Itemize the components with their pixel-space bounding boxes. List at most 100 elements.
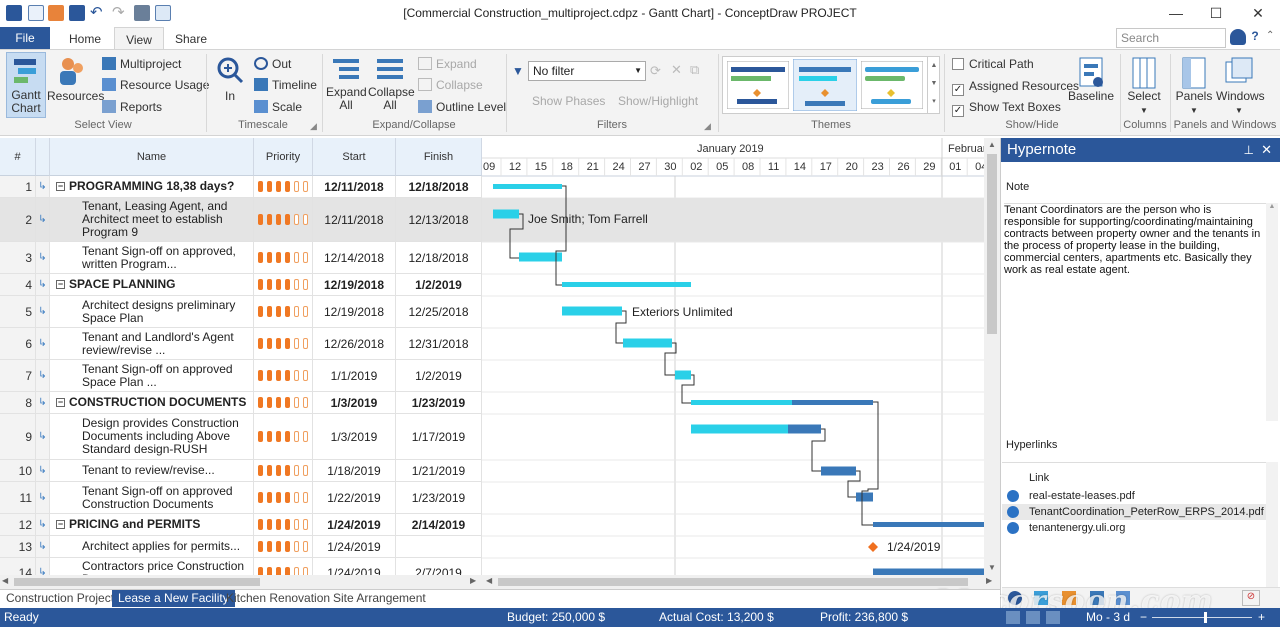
resource-mode-icon[interactable]: [1046, 611, 1060, 624]
theme-1-thumbnail[interactable]: [727, 61, 789, 109]
zoom-in-status-icon[interactable]: +: [1258, 610, 1266, 624]
task-name[interactable]: Tenant to review/revise...: [50, 460, 254, 481]
assigned-resources-checkbox[interactable]: ✓ Assigned Resources: [952, 77, 1079, 96]
task-start[interactable]: 1/18/2019: [313, 460, 396, 481]
clear-filter-icon[interactable]: ✕: [671, 62, 682, 77]
task-indicator-icon[interactable]: ↳: [36, 360, 50, 391]
column-header-num[interactable]: #: [0, 138, 36, 176]
redo-icon[interactable]: ↷: [112, 4, 125, 21]
task-finish[interactable]: 1/17/2019: [396, 414, 482, 459]
filters-launcher-icon[interactable]: ◢: [704, 121, 711, 131]
priority-indicator[interactable]: [254, 514, 313, 535]
show-highlight-button[interactable]: Show/Highlight: [618, 94, 699, 108]
priority-indicator[interactable]: [254, 482, 313, 513]
task-indicator-icon[interactable]: ↳: [36, 558, 50, 575]
priority-indicator[interactable]: [254, 176, 313, 197]
task-row[interactable]: 10 ↳ Tenant to review/revise... 1/18/2019 1/…: [0, 460, 482, 482]
collapse-button[interactable]: Collapse: [418, 76, 483, 94]
task-indicator-icon[interactable]: ↳: [36, 176, 50, 197]
scroll-left-icon[interactable]: ◀: [486, 576, 493, 585]
new-icon[interactable]: [28, 5, 44, 21]
zoom-in-button[interactable]: In: [212, 56, 248, 103]
task-indicator-icon[interactable]: ↳: [36, 392, 50, 413]
priority-indicator[interactable]: [254, 392, 313, 413]
task-finish[interactable]: 1/23/2019: [396, 392, 482, 413]
task-finish[interactable]: 12/18/2018: [396, 242, 482, 273]
outline-level-button[interactable]: Outline Level: [418, 98, 506, 116]
select-columns-button[interactable]: Select ▼: [1124, 56, 1164, 117]
resource-usage-button[interactable]: Resource Usage: [102, 76, 209, 94]
task-finish[interactable]: [396, 536, 482, 557]
task-indicator-icon[interactable]: ↳: [36, 198, 50, 241]
help-icon[interactable]: ?: [1251, 29, 1259, 43]
task-finish[interactable]: 2/14/2019: [396, 514, 482, 535]
themes-scroll[interactable]: ▲ ▼ ▾: [927, 57, 940, 113]
collapse-ribbon-icon[interactable]: ⌃: [1266, 30, 1275, 41]
add-folder-link-icon[interactable]: [1062, 591, 1076, 605]
task-row[interactable]: 5 ↳ Architect designs preliminary Space Pl…: [0, 296, 482, 328]
priority-indicator[interactable]: [254, 296, 313, 327]
task-name[interactable]: Tenant, Leasing Agent, and Architect mee…: [50, 198, 254, 241]
column-header-name[interactable]: Name: [50, 138, 254, 176]
task-indicator-icon[interactable]: ↳: [36, 536, 50, 557]
open-icon[interactable]: [48, 5, 64, 21]
task-name[interactable]: − CONSTRUCTION DOCUMENTS: [50, 392, 254, 413]
gantt-horizontal-scrollbar[interactable]: ◀ ▶: [482, 575, 1000, 589]
view-mode-icon[interactable]: [1006, 611, 1020, 624]
priority-indicator[interactable]: [254, 242, 313, 273]
collapse-all-button[interactable]: Collapse All: [368, 56, 415, 112]
themes-gallery[interactable]: ▲ ▼ ▾: [722, 56, 940, 114]
task-indicator-icon[interactable]: ↳: [36, 328, 50, 359]
timeline-button[interactable]: Timeline: [254, 76, 317, 94]
note-text-area[interactable]: Tenant Coordinators are the person who i…: [1004, 203, 1266, 421]
task-indicator-icon[interactable]: ↳: [36, 414, 50, 459]
scroll-down-icon[interactable]: ▼: [988, 563, 996, 572]
reports-button[interactable]: Reports: [102, 98, 162, 116]
zoom-out-button[interactable]: Out: [254, 55, 291, 73]
grid-horizontal-scrollbar[interactable]: ◀ ▶: [0, 575, 482, 589]
task-finish[interactable]: 12/31/2018: [396, 328, 482, 359]
task-row[interactable]: 6 ↳ Tenant and Landlord's Agent review/rev…: [0, 328, 482, 360]
task-name[interactable]: − PROGRAMMING 18,38 days?: [50, 176, 254, 197]
summary-task-row[interactable]: 8 ↳ − CONSTRUCTION DOCUMENTS 1/3/2019 1/23/20…: [0, 392, 482, 414]
refresh-filter-icon[interactable]: ⟳: [650, 63, 661, 78]
task-name[interactable]: − PRICING and PERMITS: [50, 514, 254, 535]
priority-indicator[interactable]: [254, 328, 313, 359]
tab-view[interactable]: View: [114, 27, 164, 49]
search-input[interactable]: Search: [1116, 28, 1226, 48]
column-header-priority[interactable]: Priority: [254, 138, 313, 176]
task-indicator-icon[interactable]: ↳: [36, 460, 50, 481]
panels-button[interactable]: Panels ▼: [1174, 56, 1214, 117]
gantt-mode-icon[interactable]: [1026, 611, 1040, 624]
summary-task-row[interactable]: 12 ↳ − PRICING and PERMITS 1/24/2019 2/14/201…: [0, 514, 482, 536]
add-file-link-icon[interactable]: [1034, 591, 1048, 605]
priority-indicator[interactable]: [254, 414, 313, 459]
task-start[interactable]: 12/26/2018: [313, 328, 396, 359]
task-row[interactable]: 9 ↳ Design provides Construction Documents…: [0, 414, 482, 460]
priority-indicator[interactable]: [254, 460, 313, 481]
priority-indicator[interactable]: [254, 558, 313, 575]
task-finish[interactable]: 12/18/2018: [396, 176, 482, 197]
gantt-horizontal-scroll-thumb[interactable]: [498, 578, 968, 586]
task-row[interactable]: 11 ↳ Tenant Sign-off on approved Construct…: [0, 482, 482, 514]
task-start[interactable]: 1/22/2019: [313, 482, 396, 513]
collapse-toggle-icon[interactable]: −: [56, 279, 65, 289]
undo-icon[interactable]: ↶: [90, 4, 103, 21]
scroll-right-icon[interactable]: ▶: [986, 576, 993, 585]
task-start[interactable]: 12/19/2018: [313, 274, 396, 295]
minimize-button[interactable]: —: [1169, 5, 1183, 21]
summary-task-row[interactable]: 4 ↳ − SPACE PLANNING 12/19/2018 1/2/2019: [0, 274, 482, 296]
task-name[interactable]: Architect applies for permits...: [50, 536, 254, 557]
priority-indicator[interactable]: [254, 536, 313, 557]
scroll-right-icon[interactable]: ▶: [470, 576, 477, 585]
column-header-start[interactable]: Start: [313, 138, 396, 176]
tab-site-arrangement[interactable]: Site Arrangement: [333, 591, 426, 605]
task-start[interactable]: 12/11/2018: [313, 176, 396, 197]
priority-indicator[interactable]: [254, 360, 313, 391]
column-header-indicator[interactable]: [36, 138, 50, 176]
windows-button[interactable]: Windows ▼: [1216, 56, 1265, 117]
zoom-slider-thumb[interactable]: [1204, 612, 1207, 623]
priority-indicator[interactable]: [254, 274, 313, 295]
task-start[interactable]: 1/24/2019: [313, 536, 396, 557]
tab-kitchen-renovation[interactable]: Kitchen Renovation: [226, 591, 331, 605]
